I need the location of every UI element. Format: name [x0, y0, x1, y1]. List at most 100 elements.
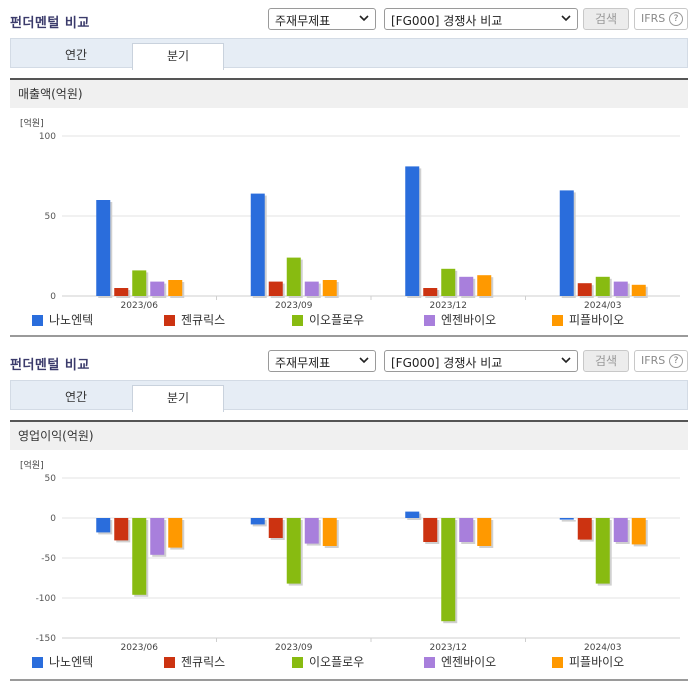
- legend-swatch: [32, 315, 43, 326]
- help-icon: ?: [669, 12, 683, 26]
- bar-젠큐릭스-2024-03: [577, 518, 592, 540]
- metric-label: 영업이익(억원): [10, 420, 688, 450]
- panel-header: 펀더멘털 비교 주재무제표 [FG000] 경쟁사 비교 검색 IFRS ?: [0, 0, 696, 36]
- y-tick-label: -150: [36, 634, 57, 644]
- bar-젠큐릭스-2024-03: [577, 283, 592, 296]
- bar-나노엔텍-2023-06: [96, 200, 111, 296]
- bar-이오플로우-2023-06: [132, 270, 147, 296]
- legend-label: 나노엔텍: [49, 655, 94, 669]
- y-tick-label: 100: [39, 132, 56, 142]
- bar-피플바이오-2023-09: [322, 518, 337, 546]
- period-tab-bar: 연간 분기: [10, 38, 688, 70]
- bar-이오플로우-2023-12: [441, 268, 456, 296]
- bar-젠큐릭스-2023-12: [423, 518, 438, 542]
- search-button[interactable]: 검색: [583, 350, 629, 372]
- chevron-down-icon: [561, 357, 571, 364]
- comparison-group-select[interactable]: [FG000] 경쟁사 비교: [384, 350, 578, 372]
- chart-legend: 나노엔텍 젠큐릭스 이오플로우 엔젠바이오 피플바이오: [32, 313, 672, 329]
- fundamental-panel-revenue: 펀더멘털 비교 주재무제표 [FG000] 경쟁사 비교 검색 IFRS ? 연…: [0, 0, 696, 337]
- bar-엔젠바이오-2023-06: [150, 518, 165, 555]
- bar-엔젠바이오-2023-12: [459, 518, 474, 542]
- legend-label: 피플바이오: [569, 313, 625, 327]
- bar-이오플로우-2024-03: [595, 518, 610, 584]
- legend-swatch: [164, 315, 175, 326]
- legend-label: 이오플로우: [309, 313, 365, 327]
- comparison-group-value: [FG000] 경쟁사 비교: [391, 356, 503, 370]
- comparison-group-value: [FG000] 경쟁사 비교: [391, 14, 503, 28]
- bar-엔젠바이오-2024-03: [613, 281, 628, 296]
- tab-quarterly[interactable]: 분기: [132, 385, 224, 412]
- legend-swatch: [552, 657, 563, 668]
- help-icon: ?: [669, 354, 683, 368]
- chevron-down-icon: [359, 15, 369, 22]
- x-tick-label: 2023/09: [275, 301, 313, 310]
- bar-엔젠바이오-2023-09: [304, 281, 319, 296]
- y-tick-label: -100: [36, 594, 57, 604]
- statement-type-value: 주재무제표: [275, 356, 331, 370]
- bar-shadow: [561, 520, 576, 522]
- x-tick-label: 2023/12: [430, 301, 467, 310]
- bar-피플바이오-2023-12: [477, 518, 492, 546]
- tab-yearly[interactable]: 연간: [64, 390, 88, 404]
- x-tick-label: 2023/06: [121, 643, 159, 653]
- bar-젠큐릭스-2023-06: [114, 518, 129, 541]
- legend-label: 젠큐릭스: [181, 655, 226, 669]
- chart-legend: 나노엔텍 젠큐릭스 이오플로우 엔젠바이오 피플바이오: [32, 655, 672, 671]
- bar-이오플로우-2024-03: [595, 276, 610, 296]
- legend-swatch: [552, 315, 563, 326]
- bar-나노엔텍-2023-09: [250, 193, 265, 296]
- search-button[interactable]: 검색: [583, 8, 629, 30]
- bar-이오플로우-2023-09: [286, 257, 301, 296]
- y-tick-label: 50: [45, 474, 57, 484]
- tab-quarterly[interactable]: 분기: [132, 43, 224, 70]
- y-tick-label: -50: [41, 554, 56, 564]
- x-tick-label: 2024/03: [584, 643, 621, 653]
- bar-나노엔텍-2024-03: [559, 518, 574, 520]
- legend-label: 엔젠바이오: [441, 655, 497, 669]
- ifrs-label: IFRS: [641, 12, 666, 25]
- bar-젠큐릭스-2023-06: [114, 288, 129, 296]
- statement-type-value: 주재무제표: [275, 14, 331, 28]
- legend-label: 이오플로우: [309, 655, 365, 669]
- bar-나노엔텍-2024-03: [559, 190, 574, 296]
- bar-나노엔텍-2023-09: [250, 518, 265, 525]
- legend-swatch: [292, 657, 303, 668]
- axis-unit-label: [억원]: [20, 459, 44, 471]
- y-tick-label: 50: [45, 212, 57, 222]
- ifrs-button[interactable]: IFRS ?: [634, 8, 688, 30]
- bar-엔젠바이오-2023-12: [459, 276, 474, 296]
- ifrs-button[interactable]: IFRS ?: [634, 350, 688, 372]
- bar-피플바이오-2023-06: [168, 518, 183, 548]
- revenue-bar-chart: [억원] 0 50 100 2023/06 2023/09 2023/12 2024/03: [20, 117, 680, 310]
- comparison-group-select[interactable]: [FG000] 경쟁사 비교: [384, 8, 578, 30]
- operating-profit-bar-chart: [억원] -150 -100 -50 0 50 2023/06 2023/09 2023/12 2…: [20, 459, 680, 653]
- statement-type-select[interactable]: 주재무제표: [268, 350, 376, 372]
- bar-엔젠바이오-2024-03: [613, 518, 628, 542]
- statement-type-select[interactable]: 주재무제표: [268, 8, 376, 30]
- panel-header: 펀더멘털 비교 주재무제표 [FG000] 경쟁사 비교 검색 IFRS ?: [0, 342, 696, 378]
- legend-label: 젠큐릭스: [181, 313, 226, 327]
- bar-피플바이오-2023-12: [477, 275, 492, 296]
- x-tick-label: 2023/06: [121, 301, 159, 310]
- legend-swatch: [424, 315, 435, 326]
- bar-피플바이오-2023-09: [322, 280, 337, 296]
- y-tick-label: 0: [50, 292, 56, 302]
- axis-unit-label: [억원]: [20, 117, 44, 129]
- bar-이오플로우-2023-06: [132, 518, 147, 595]
- panel-title: 펀더멘털 비교: [10, 16, 90, 31]
- legend-swatch: [292, 315, 303, 326]
- ifrs-label: IFRS: [641, 354, 666, 367]
- chevron-down-icon: [359, 357, 369, 364]
- bar-피플바이오-2023-06: [168, 280, 183, 296]
- tab-yearly[interactable]: 연간: [64, 48, 88, 62]
- bar-나노엔텍-2023-12: [405, 166, 420, 296]
- divider: [10, 679, 688, 681]
- bar-엔젠바이오-2023-06: [150, 281, 165, 296]
- x-tick-label: 2023/09: [275, 643, 313, 653]
- chevron-down-icon: [561, 15, 571, 22]
- legend-label: 엔젠바이오: [441, 313, 497, 327]
- legend-swatch: [424, 657, 435, 668]
- x-tick-label: 2024/03: [584, 301, 621, 310]
- panel-title: 펀더멘털 비교: [10, 358, 90, 373]
- bar-나노엔텍-2023-06: [96, 518, 111, 533]
